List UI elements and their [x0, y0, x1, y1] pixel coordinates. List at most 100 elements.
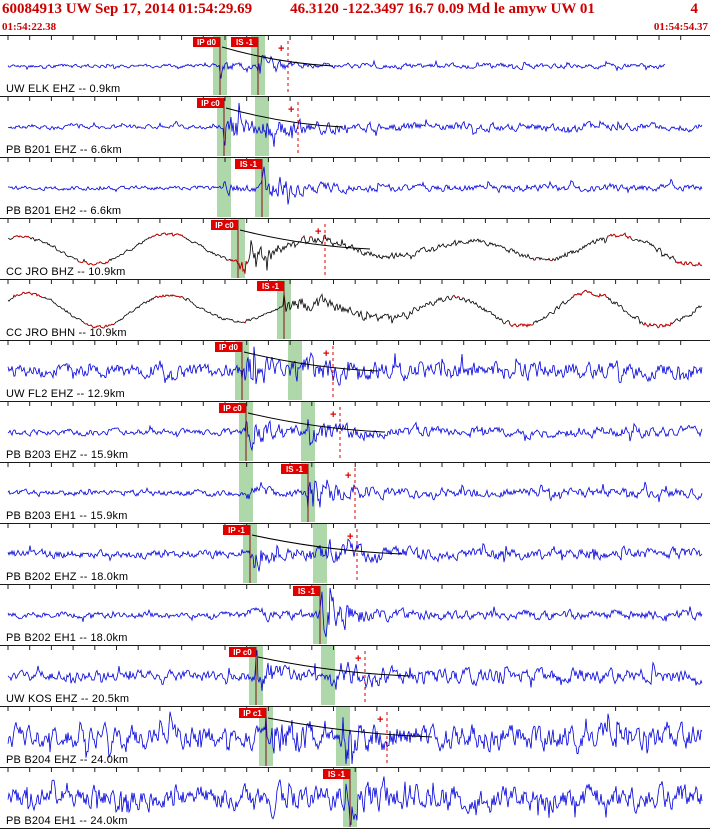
pick-window-band [255, 97, 269, 156]
trace-panel-11[interactable]: + IP c1 PB B204 EHZ -- 24.0km [0, 706, 710, 767]
pick-window-band [217, 158, 231, 217]
coda-decay-curve [267, 717, 433, 738]
pick-flag[interactable]: IS -1 [235, 159, 262, 169]
trace-plot: + IS -1 [7, 463, 703, 522]
trace-plot: IS -1 [7, 768, 703, 827]
trace-panel-9[interactable]: IS -1 PB B202 EH1 -- 18.0km [0, 584, 710, 645]
trace-panel-5[interactable]: + IP d0 UW FL2 EHZ -- 12.9km [0, 340, 710, 401]
clipped-samples-overlay [13, 289, 674, 329]
waveform [7, 587, 703, 638]
pick-flag[interactable]: IS -1 [257, 281, 284, 291]
svg-text:IP d0: IP d0 [197, 38, 217, 47]
pick-window-band [288, 341, 302, 400]
trace-plot: + IP c0 [7, 402, 703, 461]
coda-decay-curve [243, 351, 379, 372]
pick-flag[interactable]: IP c0 [197, 98, 224, 108]
pick-flag[interactable]: IP c0 [229, 647, 256, 657]
coda-decay-curve [251, 534, 403, 555]
coda-decay-curve [257, 656, 411, 677]
svg-text:IS -1: IS -1 [240, 160, 257, 169]
trace-panel-12[interactable]: IS -1 PB B204 EH1 -- 24.0km [0, 767, 710, 828]
trace-panel-4[interactable]: IS -1 CC JRO BHN -- 10.9km [0, 279, 710, 340]
trace-label: PB B204 EHZ -- 24.0km [6, 754, 129, 766]
trace-label: PB B204 EH1 -- 24.0km [6, 815, 128, 827]
coda-decay-curve [225, 107, 344, 128]
trace-plot: + IP c1 [7, 707, 703, 766]
svg-text:IS -1: IS -1 [298, 587, 315, 596]
svg-text:IP -1: IP -1 [228, 526, 245, 535]
event-header-line: 60084913 UW Sep 17, 2014 01:54:29.69 46.… [0, 0, 710, 21]
event-id-time: 60084913 UW Sep 17, 2014 01:54:29.69 [2, 1, 253, 17]
trace-panel-10[interactable]: + IP c0 UW KOS EHZ -- 20.5km [0, 645, 710, 706]
coda-marker-cross[interactable]: + [377, 714, 383, 726]
coda-decay-curve [221, 46, 334, 67]
trace-plot: IS -1 [7, 158, 703, 217]
pick-window-band [301, 402, 315, 461]
trace-panel-0[interactable]: + IP d0 IS -1 UW ELK EHZ -- 0.9km [0, 35, 710, 96]
pick-window-band [321, 646, 335, 705]
trace-plot: + IP d0 IS -1 [7, 36, 682, 95]
trace-label: PB B203 EH1 -- 15.9km [6, 510, 128, 522]
pick-flag[interactable]: IS -1 [281, 464, 308, 474]
trace-label: UW ELK EHZ -- 0.9km [6, 83, 121, 95]
svg-text:IS -1: IS -1 [262, 282, 279, 291]
pick-flag[interactable]: IP d0 [193, 37, 220, 47]
time-window-row: 01:54:22.38 01:54:54.37 [0, 21, 710, 35]
pick-flag[interactable]: IP c1 [239, 708, 266, 718]
waveform [7, 346, 703, 386]
trace-label: PB B202 EH1 -- 18.0km [6, 632, 128, 644]
waveform [7, 166, 703, 205]
coda-marker-cross[interactable]: + [355, 653, 361, 665]
coda-marker-cross[interactable]: + [278, 43, 284, 55]
trace-panel-8[interactable]: + IP -1 PB B202 EHZ -- 18.0km [0, 523, 710, 584]
waveform [7, 650, 703, 691]
trace-plot: IS -1 [7, 585, 703, 644]
pick-window-band [239, 463, 253, 522]
svg-text:IP c0: IP c0 [215, 221, 234, 230]
pick-flag[interactable]: IP d0 [215, 342, 242, 352]
coda-marker-cross[interactable]: + [330, 409, 336, 421]
pick-flag[interactable]: IP -1 [223, 525, 250, 535]
coda-marker-cross[interactable]: + [347, 531, 353, 543]
trace-label: PB B201 EHZ -- 6.6km [6, 144, 122, 156]
svg-text:IP d0: IP d0 [219, 343, 239, 352]
trace-plot: IS -1 [7, 280, 703, 339]
coda-marker-cross[interactable]: + [345, 470, 351, 482]
pick-flag[interactable]: IS -1 [231, 37, 258, 47]
coda-decay-curve [239, 229, 371, 250]
pick-flag[interactable]: IP c0 [219, 403, 246, 413]
window-start-time: 01:54:22.38 [2, 21, 57, 33]
waveform [7, 711, 703, 765]
trace-label: CC JRO BHZ -- 10.9km [6, 266, 126, 278]
waveform [7, 538, 703, 572]
trace-plot: + IP d0 [7, 341, 703, 400]
trace-plot: + IP c0 [7, 219, 703, 278]
svg-text:IS -1: IS -1 [236, 38, 253, 47]
coda-marker-cross[interactable]: + [323, 348, 329, 360]
coda-decay-curve [247, 412, 386, 433]
clipped-samples-overlay [12, 232, 703, 274]
pick-flag[interactable]: IP c0 [211, 220, 238, 230]
pick-window-band [313, 524, 327, 583]
coda-marker-cross[interactable]: + [315, 226, 321, 238]
waveform [7, 419, 703, 452]
trace-label: PB B201 EH2 -- 6.6km [6, 205, 122, 217]
trace-panel-2[interactable]: IS -1 PB B201 EH2 -- 6.6km [0, 157, 710, 218]
trace-panel-6[interactable]: + IP c0 PB B203 EHZ -- 15.9km [0, 401, 710, 462]
trace-plot: + IP c0 [7, 97, 703, 156]
waveform [7, 54, 666, 79]
coda-marker-cross[interactable]: + [288, 104, 294, 116]
svg-text:IP c0: IP c0 [201, 99, 220, 108]
trace-panels: + IP d0 IS -1 UW ELK EHZ -- 0.9km + IP c0 PB B… [0, 35, 710, 829]
pick-flag[interactable]: IS -1 [323, 769, 350, 779]
waveform [8, 102, 703, 147]
trace-panel-3[interactable]: + IP c0 CC JRO BHZ -- 10.9km [0, 218, 710, 279]
trace-label: PB B203 EHZ -- 15.9km [6, 449, 129, 461]
svg-text:IS -1: IS -1 [328, 770, 345, 779]
trace-panel-7[interactable]: + IS -1 PB B203 EH1 -- 15.9km [0, 462, 710, 523]
trace-panel-1[interactable]: + IP c0 PB B201 EHZ -- 6.6km [0, 96, 710, 157]
trace-label: UW KOS EHZ -- 20.5km [6, 693, 130, 705]
svg-text:IP c1: IP c1 [243, 709, 262, 718]
pick-flag[interactable]: IS -1 [293, 586, 320, 596]
